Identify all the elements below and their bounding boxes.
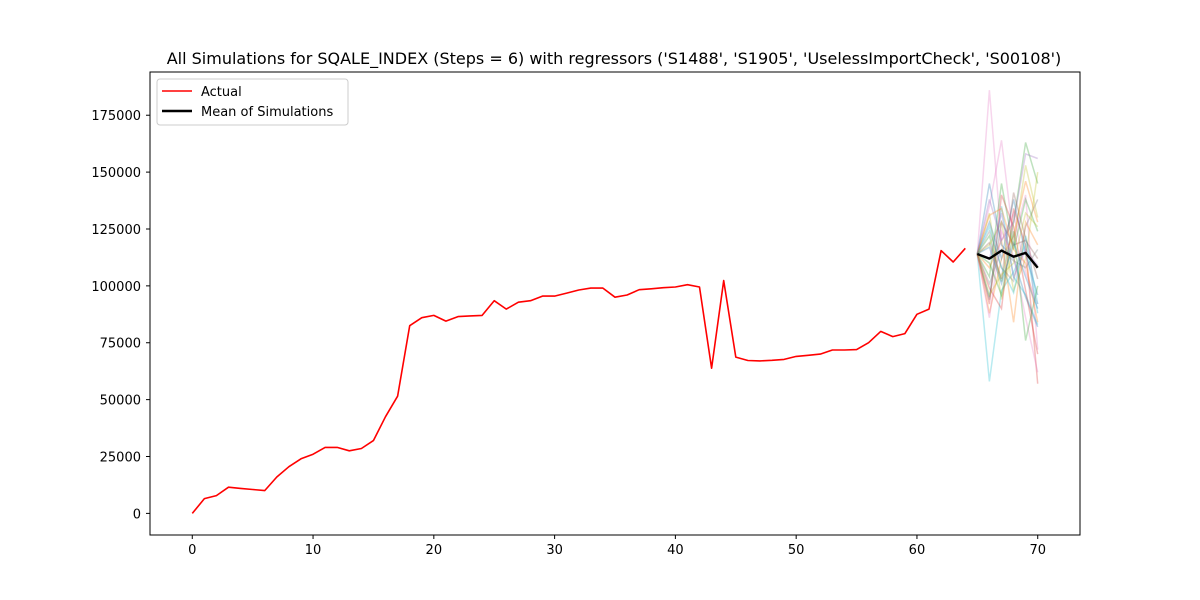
simulation-line-22 — [976, 231, 1039, 341]
y-tick-label-1: 25000 — [100, 451, 141, 466]
simulation-line-18 — [976, 248, 1039, 286]
simulation-line-10 — [976, 183, 1039, 328]
legend-label-1: Mean of Simulations — [201, 105, 333, 120]
simulation-line-21 — [976, 228, 1039, 373]
x-tick-label-2: 20 — [426, 543, 443, 558]
y-tick-label-5: 125000 — [91, 223, 141, 238]
simulation-line-12 — [976, 208, 1039, 384]
simulation-line-5 — [976, 183, 1039, 280]
legend: Actual Mean of Simulations — [156, 78, 349, 126]
legend-box — [156, 78, 349, 126]
series-lines — [191, 247, 1039, 514]
y-tick-label-2: 50000 — [100, 394, 141, 409]
simulation-line-0 — [976, 90, 1039, 305]
simulation-line-1 — [976, 140, 1039, 350]
x-tick-label-0: 0 — [188, 543, 196, 558]
x-axis: 0 10 20 30 40 50 60 70 — [188, 535, 1046, 558]
y-tick-label-4: 100000 — [91, 280, 141, 295]
series-line-actual — [191, 247, 966, 514]
y-tick-label-3: 75000 — [100, 337, 141, 352]
plot-frame — [149, 71, 1081, 536]
y-axis: 0 25000 50000 75000 100000 125000 150000 175000 — [91, 109, 150, 522]
x-tick-label-3: 30 — [546, 543, 563, 558]
simulation-line-23 — [976, 207, 1039, 323]
simulation-line-9 — [976, 219, 1039, 323]
simulation-line-25 — [976, 240, 1039, 309]
simulation-line-19 — [976, 199, 1039, 283]
simulation-line-4 — [976, 142, 1039, 282]
y-tick-label-7: 175000 — [91, 109, 141, 124]
simulation-lines — [976, 90, 1039, 384]
simulation-line-6 — [976, 165, 1039, 300]
x-tick-label-5: 50 — [788, 543, 805, 558]
simulation-line-17 — [976, 192, 1039, 280]
simulation-line-3 — [976, 206, 1039, 325]
simulation-line-20 — [976, 224, 1039, 305]
simulation-line-24 — [976, 211, 1039, 297]
y-tick-label-0: 0 — [133, 507, 141, 522]
simulation-line-8 — [976, 180, 1039, 314]
y-tick-label-6: 150000 — [91, 166, 141, 181]
x-tick-label-7: 70 — [1029, 543, 1046, 558]
series-line-mean — [976, 249, 1039, 269]
x-tick-label-4: 40 — [667, 543, 684, 558]
simulation-line-7 — [976, 171, 1039, 294]
chart-title: All Simulations for SQALE_INDEX (Steps =… — [167, 49, 1062, 69]
x-tick-label-6: 60 — [909, 543, 926, 558]
simulation-line-14 — [976, 152, 1038, 255]
simulation-line-13 — [976, 194, 1039, 355]
x-tick-label-1: 10 — [305, 543, 322, 558]
simulation-line-16 — [976, 219, 1039, 300]
simulation-line-11 — [976, 199, 1039, 296]
legend-label-0: Actual — [201, 85, 242, 100]
